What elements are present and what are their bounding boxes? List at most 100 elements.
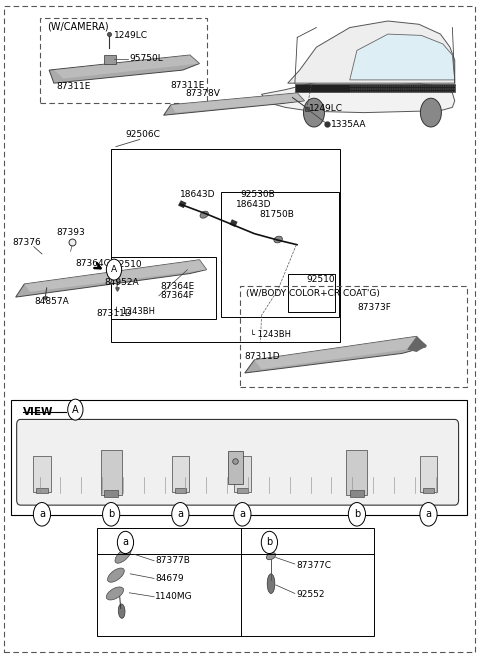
Text: 87364E: 87364E (160, 283, 194, 291)
Text: └ 1243BH: └ 1243BH (114, 307, 155, 316)
Text: 87311E: 87311E (171, 81, 205, 90)
Text: 87311E: 87311E (56, 82, 91, 91)
Text: 84679: 84679 (155, 574, 184, 583)
Text: 92530B: 92530B (240, 190, 275, 199)
Text: └ 1243BH: └ 1243BH (250, 330, 290, 339)
Bar (350, 490, 364, 497)
Text: 92506C: 92506C (125, 130, 160, 139)
Bar (11, 401, 467, 515)
Ellipse shape (118, 604, 125, 618)
Bar (240, 286, 467, 388)
Circle shape (420, 503, 437, 526)
Polygon shape (407, 336, 427, 352)
Polygon shape (16, 260, 206, 297)
Bar (228, 451, 243, 484)
Text: a: a (240, 509, 245, 519)
Text: 1249LC: 1249LC (309, 104, 343, 113)
Bar (111, 256, 216, 319)
Text: b: b (266, 537, 273, 547)
Polygon shape (229, 219, 238, 227)
Circle shape (234, 503, 251, 526)
Text: 1335AA: 1335AA (331, 120, 366, 129)
Circle shape (117, 532, 133, 554)
FancyBboxPatch shape (17, 419, 458, 505)
Circle shape (103, 503, 120, 526)
Text: a: a (39, 509, 45, 519)
Ellipse shape (115, 548, 131, 563)
Bar (101, 450, 121, 495)
Text: 1140MG: 1140MG (155, 592, 192, 601)
Bar (104, 55, 116, 64)
Polygon shape (49, 55, 199, 83)
Polygon shape (262, 80, 455, 112)
Text: a: a (122, 537, 129, 547)
Text: 18643D: 18643D (236, 200, 272, 209)
Bar (111, 148, 340, 342)
Text: 1249LC: 1249LC (114, 31, 147, 40)
Text: 87377C: 87377C (296, 561, 331, 570)
Text: (W/CAMERA): (W/CAMERA) (47, 21, 108, 31)
Text: 87376: 87376 (12, 238, 41, 248)
Text: 87377B: 87377B (155, 556, 190, 565)
Bar (347, 450, 367, 495)
Circle shape (420, 98, 442, 127)
Bar (295, 84, 455, 92)
Polygon shape (245, 336, 426, 373)
Polygon shape (24, 260, 206, 292)
Text: b: b (354, 509, 360, 519)
Polygon shape (54, 55, 199, 79)
Bar (105, 490, 118, 497)
Text: 84952A: 84952A (104, 279, 139, 287)
Text: 18643D: 18643D (180, 190, 216, 199)
Ellipse shape (108, 568, 124, 582)
Bar (423, 488, 434, 493)
Text: (W/BODY COLOR+CR COAT'G): (W/BODY COLOR+CR COAT'G) (246, 289, 380, 298)
Circle shape (68, 399, 83, 420)
Text: b: b (108, 509, 114, 519)
Text: 92552: 92552 (296, 590, 325, 599)
Circle shape (172, 503, 189, 526)
Bar (221, 193, 339, 317)
Ellipse shape (274, 236, 282, 243)
Text: 87378V: 87378V (185, 89, 220, 97)
Bar (97, 528, 373, 636)
Circle shape (303, 98, 324, 127)
Ellipse shape (107, 587, 123, 600)
Bar (36, 488, 48, 493)
Text: 87364F: 87364F (160, 291, 194, 300)
Bar (39, 18, 206, 102)
Bar (237, 488, 248, 493)
Circle shape (34, 503, 50, 526)
Text: A: A (72, 405, 79, 415)
Polygon shape (254, 336, 426, 369)
Polygon shape (178, 200, 187, 208)
Polygon shape (171, 93, 304, 112)
Circle shape (348, 503, 365, 526)
Bar (172, 456, 189, 492)
Circle shape (107, 259, 121, 280)
Text: 87373F: 87373F (357, 303, 391, 312)
Text: 92510: 92510 (307, 275, 336, 284)
Bar (234, 456, 251, 492)
Text: VIEW: VIEW (23, 407, 53, 417)
Text: 84857A: 84857A (35, 296, 70, 306)
Ellipse shape (200, 211, 208, 218)
Polygon shape (164, 93, 304, 115)
Text: 87364G: 87364G (75, 259, 111, 267)
Bar (34, 456, 50, 492)
Ellipse shape (267, 574, 275, 593)
Ellipse shape (266, 553, 276, 560)
Text: 95750L: 95750L (129, 55, 163, 64)
Text: a: a (425, 509, 432, 519)
Text: 87393: 87393 (56, 228, 85, 237)
Text: 87311D: 87311D (97, 309, 132, 318)
Bar (288, 274, 336, 312)
Text: 81750B: 81750B (259, 210, 294, 219)
Text: A: A (111, 265, 117, 274)
Bar (175, 488, 186, 493)
Polygon shape (288, 21, 455, 83)
Text: 92510: 92510 (114, 260, 142, 269)
Polygon shape (350, 34, 455, 80)
Bar (420, 456, 437, 492)
Circle shape (261, 532, 277, 554)
